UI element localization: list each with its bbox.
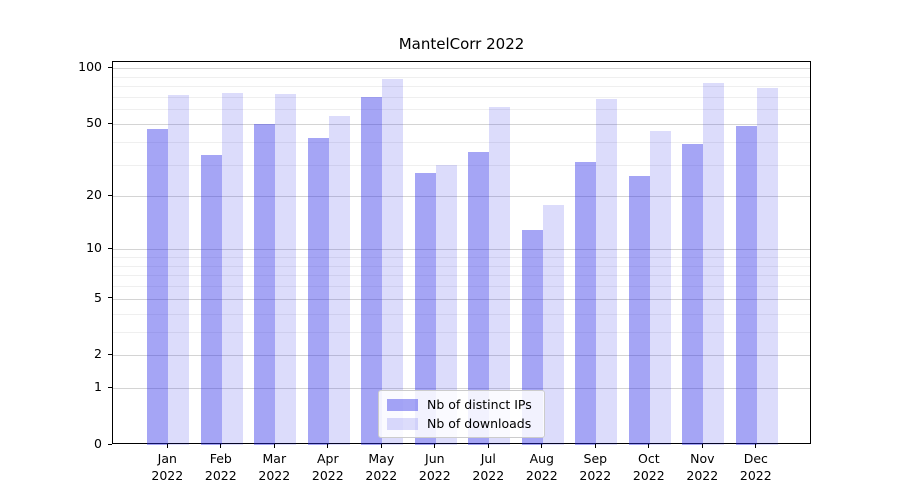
x-tick-label: Feb 2022 — [204, 451, 237, 483]
bar-distinct-ips — [682, 143, 704, 445]
bar-distinct-ips — [735, 125, 757, 445]
x-tick-label: Nov 2022 — [686, 451, 719, 483]
bar-distinct-ips — [414, 172, 436, 445]
bar-distinct-ips — [307, 137, 329, 445]
gridline-minor — [113, 275, 810, 277]
x-tick-mark — [648, 444, 650, 448]
bar-downloads — [435, 164, 457, 445]
x-tick-mark — [487, 444, 489, 448]
x-tick-label: Apr 2022 — [311, 451, 344, 483]
gridline-major — [113, 355, 810, 357]
bar-distinct-ips — [200, 154, 222, 445]
x-tick-mark — [755, 444, 757, 448]
x-tick-mark — [327, 444, 329, 448]
gridline-minor — [113, 265, 810, 267]
gridline-minor — [113, 76, 810, 78]
bar-downloads — [703, 83, 725, 445]
y-tick-label: 5 — [94, 289, 102, 305]
bars-layer — [113, 62, 810, 445]
x-tick-mark — [220, 444, 222, 448]
x-tick-mark — [701, 444, 703, 448]
x-tick-mark — [273, 444, 275, 448]
gridline-minor — [113, 286, 810, 288]
y-tick-label: 0 — [94, 436, 102, 451]
bar-distinct-ips — [575, 162, 597, 445]
bar-downloads — [542, 204, 564, 445]
x-tick-mark — [541, 444, 543, 448]
y-tick-mark — [108, 66, 112, 68]
x-tick-label: Jan 2022 — [151, 451, 184, 483]
legend-label-distinct-ips: Nb of distinct IPs — [427, 397, 532, 412]
gridline-minor — [113, 109, 810, 111]
x-tick-label: May 2022 — [365, 451, 398, 483]
bar-downloads — [168, 94, 190, 445]
gridline-minor — [113, 141, 810, 143]
gridline-major — [113, 124, 810, 125]
x-tick-mark — [594, 444, 596, 448]
bar-downloads — [221, 92, 243, 445]
gridline-minor — [113, 86, 810, 88]
gridline-minor — [113, 313, 810, 315]
plot-area — [112, 61, 811, 445]
legend-item-distinct-ips: Nb of distinct IPs — [387, 398, 536, 411]
x-tick-label: Mar 2022 — [258, 451, 291, 483]
x-tick-label: Oct 2022 — [632, 451, 665, 483]
bar-distinct-ips — [147, 128, 169, 445]
x-tick-label: Aug 2022 — [525, 451, 558, 483]
bar-downloads — [275, 93, 297, 445]
x-tick-mark — [166, 444, 168, 448]
bar-distinct-ips — [468, 152, 490, 445]
x-tick-mark — [380, 444, 382, 448]
bar-downloads — [489, 106, 511, 445]
x-tick-label: Jun 2022 — [418, 451, 451, 483]
legend: Nb of distinct IPs Nb of downloads — [378, 390, 545, 438]
gridline-major — [113, 388, 810, 390]
y-tick-mark — [108, 247, 112, 249]
legend-swatch-downloads — [387, 417, 418, 430]
x-tick-label: Jul 2022 — [472, 451, 505, 483]
y-tick-mark — [108, 443, 112, 445]
gridline-minor — [113, 164, 810, 166]
gridline-minor — [113, 331, 810, 333]
bar-downloads — [328, 116, 350, 445]
y-tick-mark — [108, 194, 112, 196]
y-tick-mark — [108, 297, 112, 299]
legend-label-downloads: Nb of downloads — [427, 416, 532, 431]
gridline-major — [113, 298, 810, 300]
y-tick-label: 10 — [86, 240, 102, 256]
y-tick-label: 20 — [86, 187, 102, 203]
x-tick-mark — [434, 444, 436, 448]
x-tick-label: Dec 2022 — [739, 451, 772, 483]
bar-downloads — [756, 88, 778, 445]
gridline-minor — [113, 257, 810, 259]
gridline-minor — [113, 96, 810, 98]
bar-distinct-ips — [254, 124, 276, 445]
gridline-major — [113, 196, 810, 198]
legend-swatch-distinct-ips — [387, 398, 418, 411]
grid-layer — [113, 62, 810, 443]
gridline-major — [113, 249, 810, 251]
gridline-major — [113, 68, 810, 70]
y-tick-label: 2 — [94, 346, 102, 362]
bar-distinct-ips — [361, 96, 383, 445]
bar-downloads — [649, 130, 671, 445]
y-tick-label: 100 — [78, 59, 102, 75]
y-tick-label: 1 — [94, 379, 102, 395]
y-tick-mark — [108, 122, 112, 124]
y-tick-mark — [108, 353, 112, 355]
bar-downloads — [596, 99, 618, 445]
bar-downloads — [382, 78, 404, 445]
y-tick-label: 50 — [86, 115, 102, 130]
legend-item-downloads: Nb of downloads — [387, 417, 536, 430]
y-tick-mark — [108, 386, 112, 388]
x-tick-label: Sep 2022 — [579, 451, 612, 483]
chart-title: MantelCorr 2022 — [398, 35, 525, 53]
bar-distinct-ips — [628, 175, 650, 445]
